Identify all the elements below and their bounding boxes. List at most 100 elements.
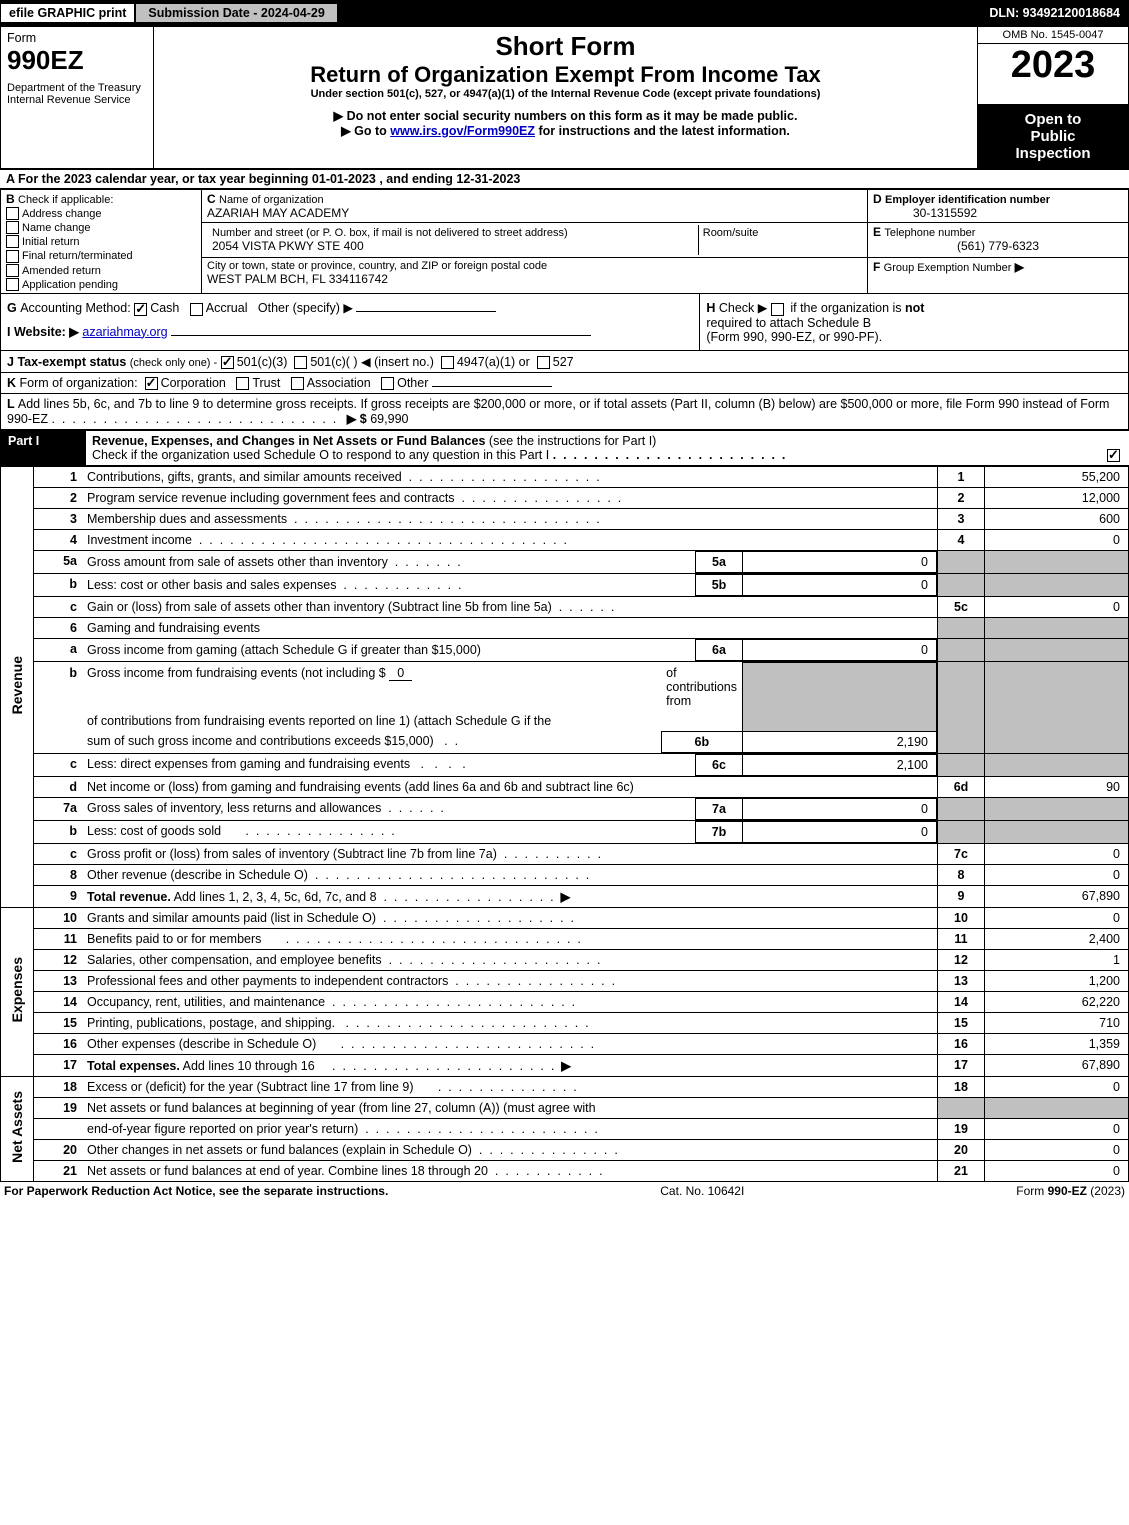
public: Public: [982, 128, 1124, 145]
trust-checkbox[interactable]: [236, 377, 249, 390]
527-checkbox[interactable]: [537, 356, 550, 369]
line-16-amount: 1,359: [985, 1033, 1129, 1054]
website-link[interactable]: azariahmay.org: [82, 325, 167, 339]
room-suite-label: Room/suite: [703, 227, 857, 239]
goto-instructions: ▶ Go to www.irs.gov/Form990EZ for instru…: [158, 123, 973, 138]
line-15-desc: Printing, publications, postage, and shi…: [87, 1016, 335, 1030]
final-return-checkbox[interactable]: [6, 250, 19, 263]
part1-check-desc: Check if the organization used Schedule …: [92, 448, 549, 462]
ssn-warning: ▶ Do not enter social security numbers o…: [158, 108, 973, 123]
accounting-method-label: Accounting Method:: [20, 301, 131, 315]
line-7b-desc: Less: cost of goods sold: [87, 824, 221, 838]
line-17-desc: Total expenses.: [87, 1059, 180, 1073]
line-16-desc: Other expenses (describe in Schedule O): [87, 1037, 316, 1051]
line-14-desc: Occupancy, rent, utilities, and maintena…: [87, 995, 325, 1009]
form-label: Form: [7, 31, 147, 45]
association-checkbox[interactable]: [291, 377, 304, 390]
line-7c-amount: 0: [985, 843, 1129, 864]
page-footer: For Paperwork Reduction Act Notice, see …: [0, 1182, 1129, 1200]
omb-number: OMB No. 1545-0047: [978, 27, 1128, 44]
website-label: Website: ▶: [14, 325, 79, 339]
line-7a-amount: 0: [743, 798, 937, 819]
city-label: City or town, state or province, country…: [207, 260, 862, 272]
line-3-desc: Membership dues and assessments: [87, 512, 287, 526]
501c3-checkbox[interactable]: [221, 356, 234, 369]
line-20-desc: Other changes in net assets or fund bala…: [87, 1143, 472, 1157]
line-19-amount: 0: [985, 1118, 1129, 1139]
line-2-amount: 12,000: [985, 488, 1129, 509]
h-check-label: Check ▶: [719, 301, 768, 315]
line-19-desc2: end-of-year figure reported on prior yea…: [87, 1122, 358, 1136]
line-1-desc: Contributions, gifts, grants, and simila…: [87, 470, 402, 484]
line-6b-amount: 2,190: [743, 731, 937, 752]
line-5b-amount: 0: [743, 575, 937, 596]
line-12-desc: Salaries, other compensation, and employ…: [87, 953, 382, 967]
line-21-desc: Net assets or fund balances at end of ye…: [87, 1164, 488, 1178]
tax-year: 2023: [978, 44, 1128, 87]
ghijkl-block: G Accounting Method: Cash Accrual Other …: [0, 294, 1129, 349]
line-8-amount: 0: [985, 864, 1129, 885]
line-17-amount: 67,890: [985, 1054, 1129, 1076]
line-3-amount: 600: [985, 509, 1129, 530]
dln-label: DLN: 93492120018684: [981, 4, 1128, 22]
tax-exempt-label: Tax-exempt status: [17, 355, 126, 369]
revenue-side-label: Revenue: [9, 656, 25, 714]
line-6c-amount: 2,100: [743, 754, 937, 775]
schedule-b-checkbox[interactable]: [771, 303, 784, 316]
part1-schedule-o-checkbox[interactable]: [1107, 449, 1120, 462]
irs-link[interactable]: www.irs.gov/Form990EZ: [390, 124, 535, 138]
line-14-amount: 62,220: [985, 991, 1129, 1012]
ein-value: 30-1315592: [873, 206, 1123, 220]
line-20-amount: 0: [985, 1139, 1129, 1160]
submission-date: Submission Date - 2024-04-29: [136, 4, 338, 22]
line-4-desc: Investment income: [87, 533, 192, 547]
form-number: 990EZ: [7, 45, 147, 76]
inspection: Inspection: [982, 145, 1124, 162]
cat-number: Cat. No. 10642I: [660, 1184, 744, 1198]
line-11-desc: Benefits paid to or for members: [87, 932, 261, 946]
section-a: A For the 2023 calendar year, or tax yea…: [0, 169, 1129, 189]
amended-return-checkbox[interactable]: [6, 264, 19, 277]
efile-print-label[interactable]: efile GRAPHIC print: [1, 4, 136, 22]
main-title: Return of Organization Exempt From Incom…: [158, 62, 973, 88]
line-10-desc: Grants and similar amounts paid (list in…: [87, 911, 376, 925]
cash-checkbox[interactable]: [134, 303, 147, 316]
4947-checkbox[interactable]: [441, 356, 454, 369]
city-state-zip: WEST PALM BCH, FL 334116742: [207, 272, 862, 286]
org-name: AZARIAH MAY ACADEMY: [207, 206, 862, 220]
line-19-desc: Net assets or fund balances at beginning…: [82, 1097, 938, 1118]
accrual-checkbox[interactable]: [190, 303, 203, 316]
line-9-desc: Total revenue.: [87, 890, 171, 904]
line-7b-amount: 0: [743, 821, 937, 842]
501c-checkbox[interactable]: [294, 356, 307, 369]
line-2-desc: Program service revenue including govern…: [87, 491, 455, 505]
line-18-desc: Excess or (deficit) for the year (Subtra…: [87, 1080, 414, 1094]
group-exemption-label: Group Exemption Number: [884, 262, 1012, 274]
line-6d-desc: Net income or (loss) from gaming and fun…: [82, 776, 938, 797]
line-13-amount: 1,200: [985, 970, 1129, 991]
line-12-amount: 1: [985, 949, 1129, 970]
line-4-amount: 0: [985, 530, 1129, 551]
line-9-amount: 67,890: [985, 885, 1129, 907]
line-10-amount: 0: [985, 907, 1129, 928]
corporation-checkbox[interactable]: [145, 377, 158, 390]
other-org-checkbox[interactable]: [381, 377, 394, 390]
initial-return-checkbox[interactable]: [6, 235, 19, 248]
phone-value: (561) 779-6323: [873, 239, 1123, 253]
net-assets-side-label: Net Assets: [9, 1091, 25, 1163]
line-1-amount: 55,200: [985, 467, 1129, 488]
part1-header: Part I Revenue, Expenses, and Changes in…: [0, 430, 1129, 466]
line-8-desc: Other revenue (describe in Schedule O): [87, 868, 308, 882]
line-5a-amount: 0: [743, 552, 937, 573]
name-change-checkbox[interactable]: [6, 221, 19, 234]
dept-treasury: Department of the Treasury: [7, 82, 147, 94]
line-7c-desc: Gross profit or (loss) from sales of inv…: [87, 847, 497, 861]
line-5a-desc: Gross amount from sale of assets other t…: [87, 555, 388, 569]
line-18-amount: 0: [985, 1076, 1129, 1097]
line-5c-amount: 0: [985, 597, 1129, 618]
org-name-label: Name of organization: [219, 194, 324, 206]
application-pending-checkbox[interactable]: [6, 278, 19, 291]
address-change-checkbox[interactable]: [6, 207, 19, 220]
line-6b-value: 0: [389, 666, 412, 681]
phone-label: Telephone number: [884, 227, 975, 239]
